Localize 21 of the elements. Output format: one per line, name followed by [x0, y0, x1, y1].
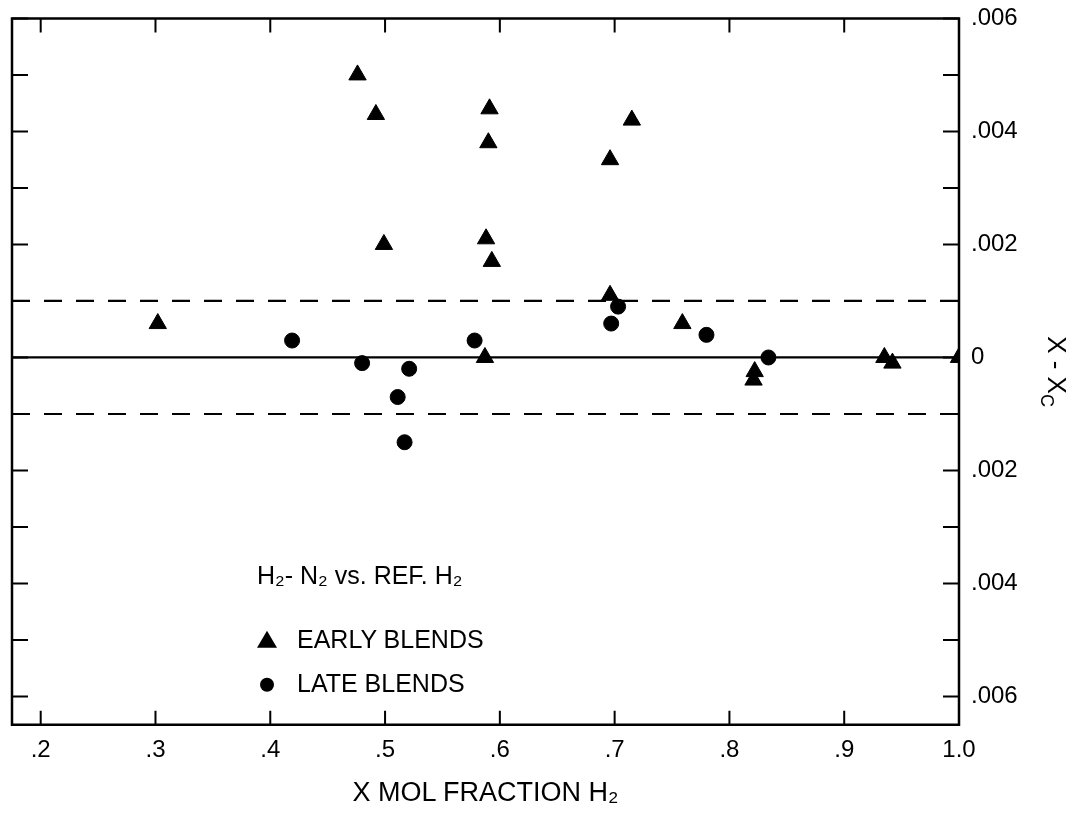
x-tick-label: .8 — [719, 734, 740, 762]
x-tick-label: .4 — [260, 734, 281, 762]
y-tick-label: .002 — [971, 229, 1018, 257]
x-tick-label: .9 — [834, 734, 855, 762]
y-axis-title: X - XC — [1036, 336, 1072, 408]
y-tick-label: .006 — [971, 681, 1018, 709]
x-tick-label: 1.0 — [942, 734, 976, 762]
y-tick-label: .004 — [971, 116, 1018, 144]
x-tick-label: .5 — [375, 734, 396, 762]
y-tick-label: .006 — [971, 3, 1018, 31]
y-tick-label: 0 — [971, 342, 985, 370]
annotation: H₂- N₂ vs. REF. H₂ — [257, 560, 463, 589]
x-axis-title: X MOL FRACTION H₂ — [352, 777, 619, 808]
legend-label: LATE BLENDS — [297, 668, 465, 697]
legend-label: EARLY BLENDS — [297, 624, 484, 653]
x-tick-label: .7 — [604, 734, 625, 762]
y-tick-label: .004 — [971, 568, 1018, 596]
x-tick-label: .6 — [489, 734, 510, 762]
y-tick-label: .002 — [971, 455, 1018, 483]
x-tick-label: .2 — [30, 734, 51, 762]
x-tick-label: .3 — [145, 734, 166, 762]
